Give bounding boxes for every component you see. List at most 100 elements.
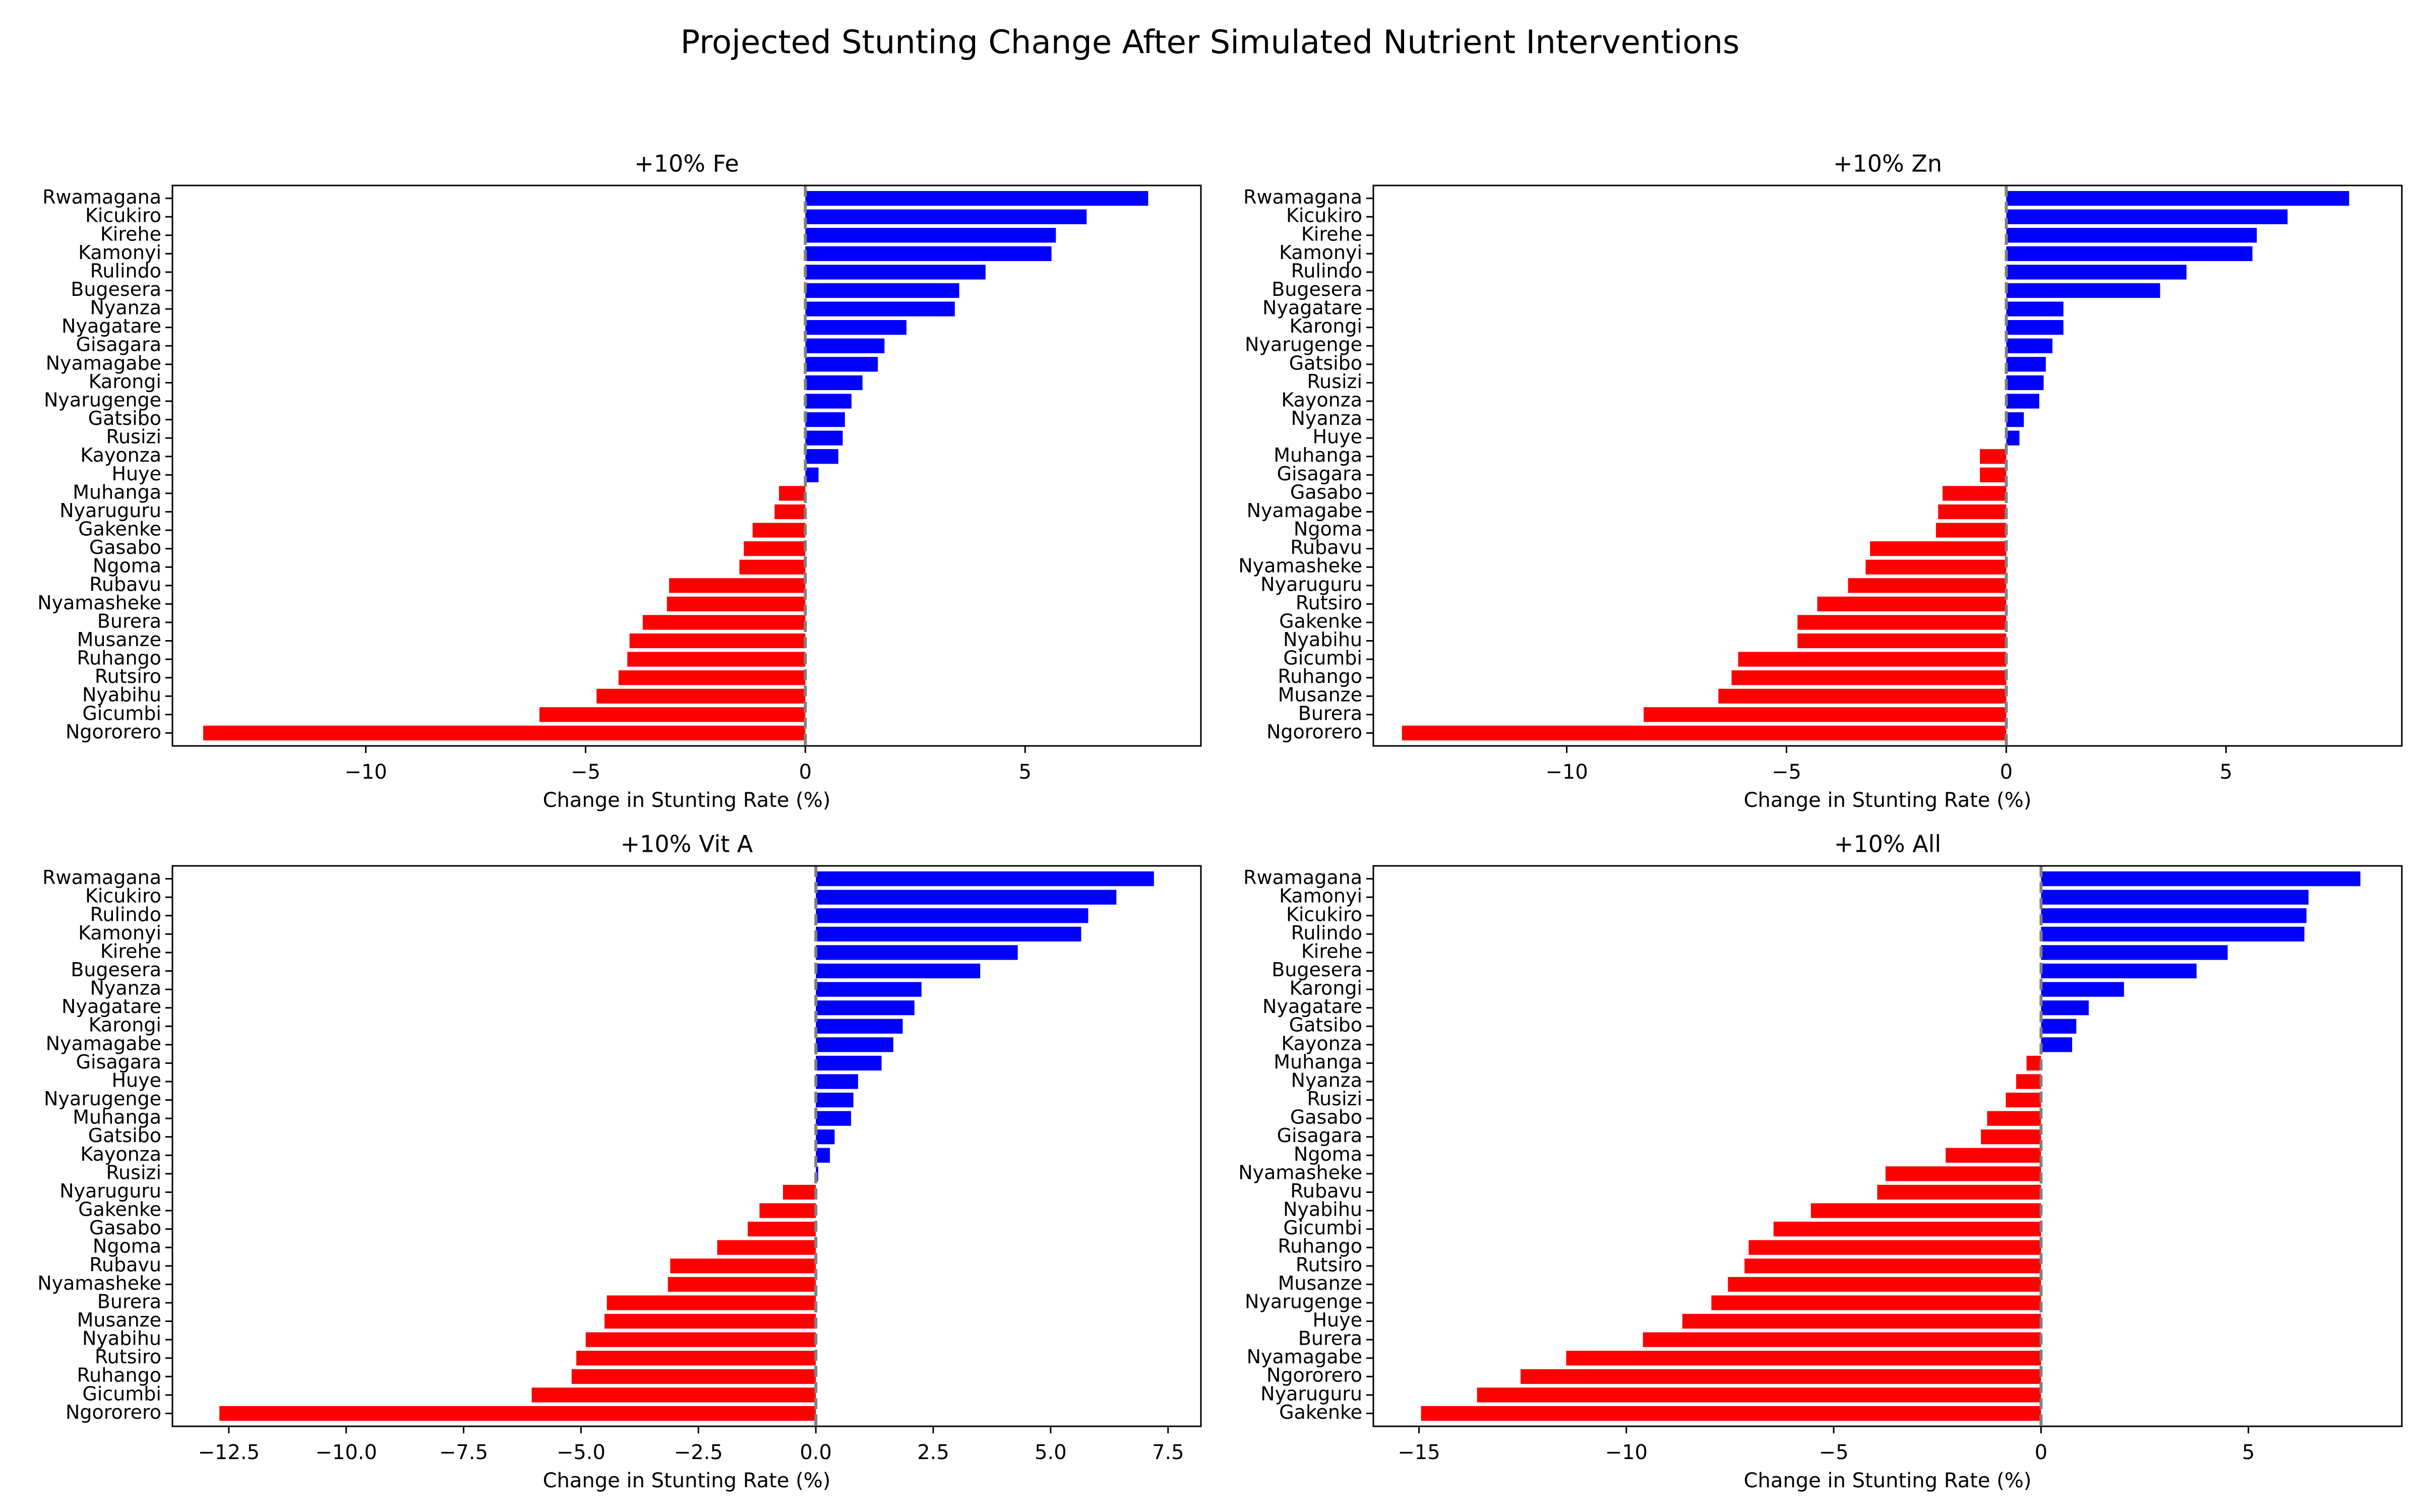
y-tick-label: Kamonyi xyxy=(1279,885,1362,907)
bar xyxy=(531,1388,816,1403)
subplot-all: RwamaganaKamonyiKicukiroRulindoKireheBug… xyxy=(1238,831,2403,1492)
y-tick-label: Rubavu xyxy=(89,573,161,595)
subplot-zn: RwamaganaKicukiroKireheKamonyiRulindoBug… xyxy=(1238,150,2403,812)
y-tick-label: Rwamagana xyxy=(42,866,161,889)
bar xyxy=(1773,1221,2041,1237)
bar xyxy=(1980,449,2007,464)
bar xyxy=(805,412,845,427)
y-tick-label: Kirehe xyxy=(100,940,161,962)
y-tick-label: Ngoma xyxy=(93,555,161,577)
x-tick-label: −5 xyxy=(1819,1441,1849,1464)
bar xyxy=(618,670,806,685)
bar xyxy=(782,1184,816,1200)
bar xyxy=(2006,228,2257,243)
bar xyxy=(816,1148,830,1163)
x-tick-label: −10.0 xyxy=(315,1441,377,1464)
bar xyxy=(1981,1129,2041,1145)
bar xyxy=(2006,209,2288,224)
y-tick-label: Gakenke xyxy=(1279,1401,1362,1423)
x-axis-label: Change in Stunting Rate (%) xyxy=(543,789,831,812)
y-tick-label: Rubavu xyxy=(89,1253,161,1276)
y-tick-label: Rulindo xyxy=(90,903,161,925)
y-tick-label: Burera xyxy=(97,610,161,632)
x-tick-label: −5 xyxy=(1772,761,1801,784)
y-tick-label: Nyagatare xyxy=(62,995,161,1018)
y-tick-label: Nyabihu xyxy=(82,1328,161,1350)
axes-frame xyxy=(171,865,1202,1427)
bar xyxy=(576,1351,816,1366)
y-tick-label: Musanze xyxy=(77,628,161,651)
y-tick-label: Nyanza xyxy=(90,977,161,999)
x-tick-label: 5 xyxy=(2242,1441,2255,1464)
y-tick-label: Nyabihu xyxy=(1283,1199,1362,1221)
bar xyxy=(1738,652,2007,667)
y-tick-label: Kamonyi xyxy=(1279,241,1362,264)
y-tick-label: Kicukiro xyxy=(1286,903,1362,925)
bar xyxy=(816,1111,852,1126)
y-tick-label: Burera xyxy=(97,1290,161,1312)
y-tick-label: Nyabihu xyxy=(1283,628,1362,651)
bar xyxy=(1477,1388,2041,1403)
y-tick-label: Kayonza xyxy=(80,444,161,466)
y-tick-label: Nyanza xyxy=(1291,407,1362,429)
y-tick-label: Kayonza xyxy=(1281,389,1362,411)
y-tick-label: Huye xyxy=(111,1069,161,1091)
bar xyxy=(670,1258,816,1274)
y-tick-label: Kamonyi xyxy=(78,922,161,944)
bar xyxy=(759,1203,816,1218)
bar xyxy=(805,301,955,317)
bar xyxy=(739,559,806,575)
y-tick-label: Karongi xyxy=(89,370,161,393)
y-tick-label: Gatsibo xyxy=(1289,1014,1362,1036)
axes-frame xyxy=(171,184,1202,747)
y-tick-label: Nyamasheke xyxy=(37,592,161,614)
y-tick-label: Muhanga xyxy=(73,481,161,503)
bar xyxy=(1980,467,2007,482)
bar xyxy=(2041,890,2309,905)
subplot-fe: RwamaganaKicukiroKireheKamonyiRulindoBug… xyxy=(37,150,1202,812)
x-tick-label: 5.0 xyxy=(1035,1441,1067,1464)
y-tick-label: Gasabo xyxy=(1290,481,1362,503)
y-tick-label: Nyaruguru xyxy=(59,499,161,522)
bar xyxy=(2041,945,2228,960)
y-tick-label: Nyagatare xyxy=(62,315,161,337)
y-tick-label: Karongi xyxy=(89,1014,161,1036)
y-tick-label: Nyabihu xyxy=(82,684,161,706)
bar xyxy=(2041,908,2307,923)
bar xyxy=(2026,1055,2041,1071)
bar xyxy=(1402,725,2007,741)
y-tick-label: Nyamagabe xyxy=(1247,499,1362,522)
x-tick-label: −12.5 xyxy=(198,1441,260,1464)
bar xyxy=(816,945,1018,960)
x-tick-label: −10 xyxy=(1605,1441,1648,1464)
subplot-title: +10% Fe xyxy=(634,150,739,177)
bar xyxy=(2041,1000,2089,1016)
y-tick-label: Huye xyxy=(1312,1309,1362,1331)
y-tick-label: Bugesera xyxy=(71,959,161,981)
y-tick-label: Musanze xyxy=(1278,1272,1362,1294)
bar xyxy=(816,908,1088,923)
bar xyxy=(2041,1019,2077,1034)
bar xyxy=(816,963,981,979)
bar xyxy=(2016,1074,2041,1089)
bar xyxy=(1682,1313,2041,1329)
y-tick-label: Nyarugenge xyxy=(1245,1290,1362,1312)
bar xyxy=(2006,265,2187,280)
y-tick-label: Rwamagana xyxy=(42,186,161,208)
bar xyxy=(668,1277,816,1292)
y-tick-label: Kicukiro xyxy=(85,885,161,907)
bar xyxy=(2006,394,2039,409)
y-tick-label: Ngororero xyxy=(1266,721,1362,743)
y-tick-label: Rutsiro xyxy=(1296,1253,1362,1276)
bar xyxy=(2041,982,2124,997)
y-tick-label: Nyamasheke xyxy=(37,1272,161,1294)
bar xyxy=(805,357,878,372)
y-tick-label: Gicumbi xyxy=(1283,1217,1362,1239)
axes-frame xyxy=(1372,184,2403,747)
y-tick-label: Bugesera xyxy=(1272,959,1362,981)
x-tick-label: −5.0 xyxy=(557,1441,606,1464)
bar xyxy=(816,1000,915,1016)
bar xyxy=(816,926,1081,941)
